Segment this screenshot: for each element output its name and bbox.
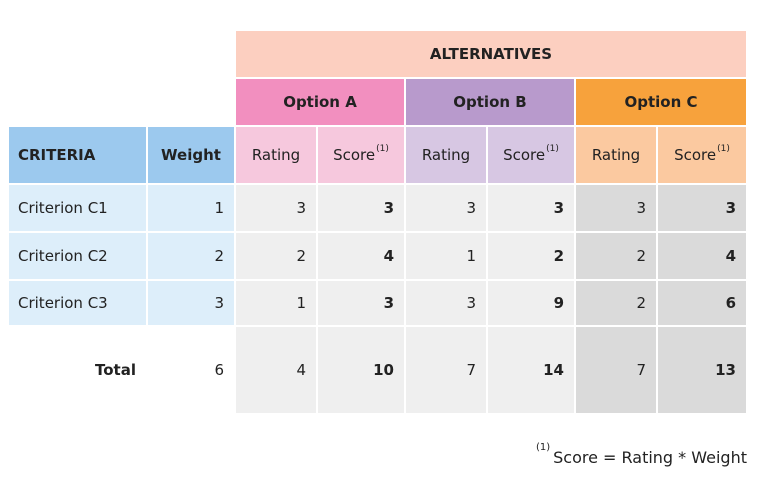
option-b-header: Option B <box>406 79 574 125</box>
total-c-rating: 7 <box>576 327 656 413</box>
option-a-header: Option A <box>236 79 404 125</box>
criterion-c3-a-rating: 1 <box>236 281 316 325</box>
criterion-c1-c-score: 3 <box>658 185 746 231</box>
criterion-c2-c-score: 4 <box>658 233 746 279</box>
criterion-c1-c-rating: 3 <box>576 185 656 231</box>
score-label: Score <box>674 146 717 164</box>
total-weight: 6 <box>214 361 224 379</box>
criterion-c2-b-score: 2 <box>488 233 574 279</box>
option-c-header: Option C <box>576 79 746 125</box>
score-footnote-mark: (1) <box>717 144 730 154</box>
criterion-c1-weight: 1 <box>148 185 234 231</box>
alternatives-header: ALTERNATIVES <box>236 31 746 77</box>
option-c-rating-header: Rating <box>576 127 656 183</box>
score-label: Score <box>333 146 376 164</box>
criterion-c1-a-rating: 3 <box>236 185 316 231</box>
criterion-c3-c-rating: 2 <box>576 281 656 325</box>
total-c-score: 13 <box>658 327 746 413</box>
score-footnote-mark: (1) <box>376 144 389 154</box>
criterion-c2-b-rating: 1 <box>406 233 486 279</box>
total-a-rating: 4 <box>236 327 316 413</box>
score-label: Score <box>503 146 546 164</box>
total-b-score: 14 <box>488 327 574 413</box>
criterion-c3-c-score: 6 <box>658 281 746 325</box>
criterion-c3-b-rating: 3 <box>406 281 486 325</box>
criterion-c1-a-score: 3 <box>318 185 404 231</box>
option-a-rating-header: Rating <box>236 127 316 183</box>
total-a-score: 10 <box>318 327 404 413</box>
score-footnote: (1)Score = Rating * Weight <box>535 442 747 467</box>
criterion-c3-b-score: 9 <box>488 281 574 325</box>
criterion-c2-c-rating: 2 <box>576 233 656 279</box>
criterion-c2-a-score: 4 <box>318 233 404 279</box>
criterion-c2-label: Criterion C2 <box>9 233 146 279</box>
option-a-score-header: Score (1) <box>318 127 404 183</box>
criterion-c3-label: Criterion C3 <box>9 281 146 325</box>
criterion-c1-b-rating: 3 <box>406 185 486 231</box>
footnote-text: Score = Rating * Weight <box>553 448 747 467</box>
total-label: Total <box>95 361 136 379</box>
criterion-c1-label: Criterion C1 <box>9 185 146 231</box>
option-b-score-header: Score (1) <box>488 127 574 183</box>
option-c-score-header: Score (1) <box>658 127 746 183</box>
criterion-c3-weight: 3 <box>148 281 234 325</box>
weight-header: Weight <box>148 127 234 183</box>
criterion-c3-a-score: 3 <box>318 281 404 325</box>
criteria-header: CRITERIA <box>9 127 146 183</box>
score-footnote-mark: (1) <box>546 144 559 154</box>
total-b-rating: 7 <box>406 327 486 413</box>
criterion-c2-a-rating: 2 <box>236 233 316 279</box>
criterion-c2-weight: 2 <box>148 233 234 279</box>
criterion-c1-b-score: 3 <box>488 185 574 231</box>
footnote-mark: (1) <box>535 441 551 453</box>
option-b-rating-header: Rating <box>406 127 486 183</box>
